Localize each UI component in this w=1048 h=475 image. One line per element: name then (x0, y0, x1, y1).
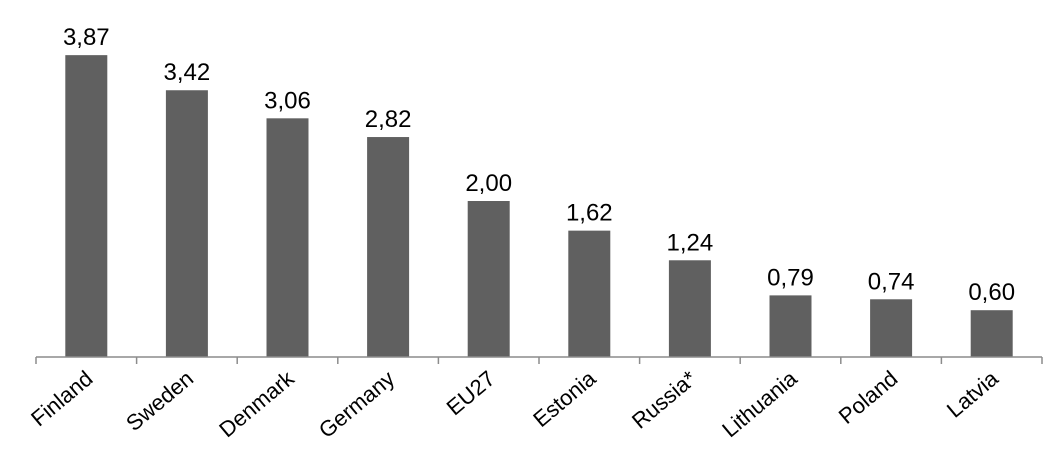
data-label-russia: 1,24 (667, 229, 714, 256)
data-label-germany: 2,82 (365, 106, 412, 133)
bar-latvia (970, 310, 1013, 357)
data-label-lithuania: 0,79 (767, 264, 814, 291)
category-label-finland: Finland (26, 366, 97, 432)
category-label-germany: Germany (314, 366, 399, 443)
data-label-denmark: 3,06 (264, 87, 311, 114)
category-label-poland: Poland (834, 366, 903, 429)
category-label-lithuania: Lithuania (717, 365, 802, 442)
x-axis (35, 356, 1043, 364)
data-label-poland: 0,74 (868, 268, 915, 295)
bar-germany (367, 137, 410, 357)
bar-estonia (568, 230, 611, 357)
category-label-eu27: EU27 (442, 366, 500, 421)
bar-eu27 (467, 201, 510, 357)
category-label-russia: Russia* (627, 365, 701, 433)
category-label-sweden: Sweden (121, 366, 198, 436)
category-label-estonia: Estonia (528, 365, 601, 432)
bar-sweden (165, 90, 208, 358)
bar-russia (668, 260, 711, 357)
data-labels-layer: 3,87 3,42 3,06 2,82 2,00 1,62 1,24 0,79 0,74 0,60 (63, 24, 1015, 306)
data-label-eu27: 2,00 (465, 170, 512, 197)
data-label-finland: 3,87 (63, 24, 110, 51)
bars-layer (65, 55, 1013, 358)
data-label-sweden: 3,42 (164, 59, 211, 86)
bar-denmark (266, 118, 309, 357)
category-labels-layer: Finland Sweden Denmark Germany EU27 Estonia Ru… (26, 365, 1003, 443)
bar-lithuania (769, 295, 812, 357)
bar-finland (65, 55, 108, 357)
category-label-latvia: Latvia (942, 365, 1004, 422)
data-label-estonia: 1,62 (566, 200, 613, 227)
data-label-latvia: 0,60 (968, 279, 1015, 306)
bar-poland (870, 299, 913, 357)
category-label-denmark: Denmark (214, 365, 299, 442)
